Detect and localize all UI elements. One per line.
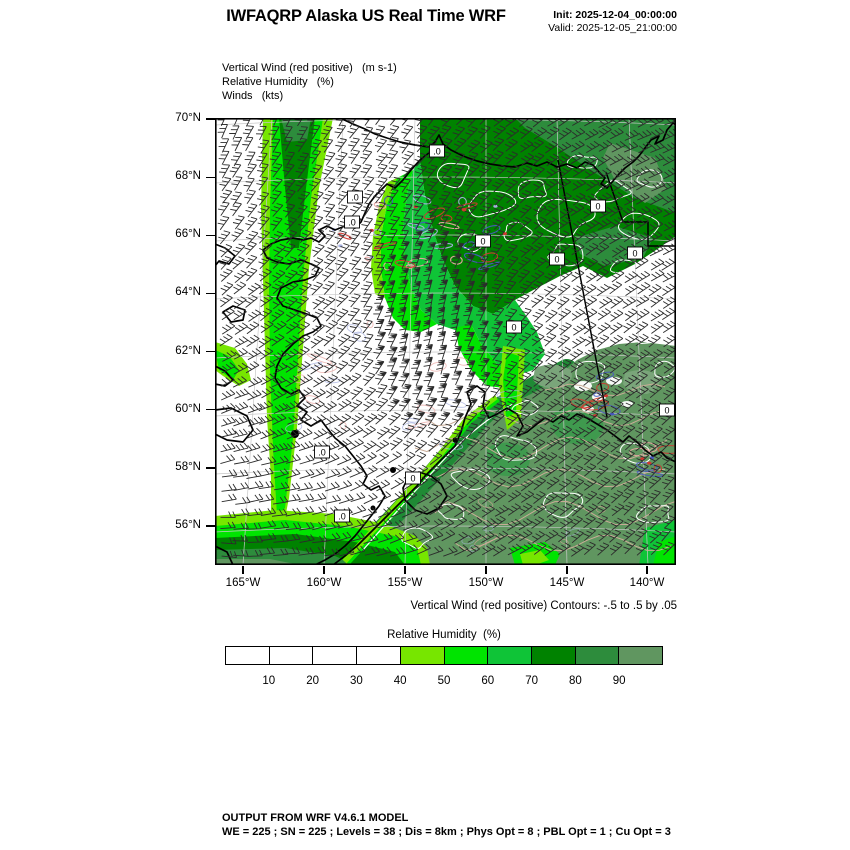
lat-label: 64°N [175,286,201,299]
colorbar-cell [575,647,620,664]
legend-vertical-wind: Vertical Wind (red positive) (m s-1) [222,62,397,74]
colorbar-cell [619,647,663,664]
svg-text:0: 0 [511,322,516,332]
colorbar-cell [531,647,576,664]
colorbar-tick-label: 60 [481,675,495,687]
legend-relative-humidity: Relative Humidity (%) [222,76,334,88]
rh-region [471,300,545,376]
contour-zero-label: .0 [429,144,445,158]
svg-text:.0: .0 [338,511,346,521]
svg-text:0: 0 [664,405,669,415]
lon-label: 150°W [468,577,504,589]
contour-zero-label: 0 [590,199,606,213]
lon-tick [242,565,244,574]
contour-zero-label: 0 [405,471,421,485]
contour-zero-label: 0 [659,403,675,417]
plot-title: IWFAQRP Alaska US Real Time WRF [226,7,506,25]
contour-zero-label: .0 [314,445,330,459]
colorbar-cell [488,647,532,664]
lat-label: 70°N [175,112,201,124]
contour-zero-label: 0 [506,320,522,334]
lon-tick [566,565,568,574]
colorbar-title: Relative Humidity (%) [387,629,501,641]
lon-label: 160°W [306,577,342,589]
svg-text:0: 0 [410,473,415,483]
contour-zero-label: .0 [344,215,360,229]
lat-tick [206,409,215,411]
lon-tick [323,565,325,574]
lat-label: 60°N [175,402,201,415]
colorbar-tick-label: 30 [349,675,363,687]
valid-time-label: Valid: 2025-12-05_21:00:00 [548,22,677,34]
svg-text:.0: .0 [348,217,356,227]
rh-region [269,118,323,516]
colorbar-tick-label: 50 [437,675,451,687]
svg-text:0: 0 [632,248,637,258]
lon-label: 165°W [225,577,261,589]
colorbar-cell [313,647,358,664]
footer-config-line: WE = 225 ; SN = 225 ; Levels = 38 ; Dis … [222,826,671,838]
rh-region [623,370,660,394]
lat-tick [206,176,215,178]
map-frame [215,118,676,565]
svg-text:.0: .0 [318,447,326,457]
contour-zero-label: 0 [627,246,643,260]
rh-region [603,143,667,203]
colorbar-tick-label: 10 [262,675,276,687]
colorbar-cell [400,647,445,664]
lon-label: 155°W [387,577,423,589]
rh-region [381,170,437,332]
contour-caption: Vertical Wind (red positive) Contours: -… [410,600,677,612]
lat-tick [206,118,215,120]
colorbar-cell [269,647,314,664]
contour-zero-label: .0 [347,190,363,204]
lon-tick [485,565,487,574]
rh-region [403,160,493,330]
colorbar-cell [444,647,489,664]
colorbar-tick-label: 70 [525,675,538,687]
contour-zero-label: 0 [549,252,565,266]
svg-text:0: 0 [595,201,600,211]
svg-text:0: 0 [480,236,485,246]
wind-barb-flags [376,228,503,418]
lon-label: 140°W [629,577,665,589]
svg-text:0: 0 [554,254,559,264]
lat-tick [206,525,215,527]
colorbar-cell [226,647,270,664]
svg-text:.0: .0 [433,146,441,156]
lat-label: 56°N [175,519,201,531]
lat-tick [206,467,215,469]
lon-label: 145°W [549,577,585,589]
contour-zero-labels: .0 .0 .0 0 0 0 0 0 .0 .0 0 0 [314,144,675,523]
rh-region [520,550,549,565]
lat-tick [206,234,215,236]
svg-text:.0: .0 [351,192,359,202]
coast-fringe [342,395,500,565]
rh-region [279,118,315,248]
rh-region [281,118,311,142]
lat-tick [206,292,215,295]
lon-tick [404,565,406,574]
lat-label: 68°N [175,170,201,183]
contour-zero-label: 0 [475,234,491,248]
lat-label: 58°N [175,460,201,473]
colorbar-tick-label: 80 [568,675,582,687]
colorbar-cell [357,647,401,664]
map-canvas: .0 .0 .0 0 0 0 0 0 .0 .0 0 0 [215,118,676,565]
colorbar [225,646,663,665]
lat-label: 66°N [175,228,201,241]
wrf-map-plot: .0 .0 .0 0 0 0 0 0 .0 .0 0 0 [215,118,676,565]
lon-tick [646,565,648,574]
colorbar-tick-label: 40 [393,675,407,687]
lat-tick [206,350,215,353]
lat-label: 62°N [175,344,201,357]
colorbar-tick-label: 90 [612,675,626,687]
contour-zero-label: .0 [334,509,350,523]
colorbar-tick-label: 20 [306,675,319,687]
legend-winds: Winds (kts) [222,90,284,102]
footer-model-line: OUTPUT FROM WRF V4.6.1 MODEL [222,812,409,824]
init-time-label: Init: 2025-12-04_00:00:00 [553,9,677,21]
